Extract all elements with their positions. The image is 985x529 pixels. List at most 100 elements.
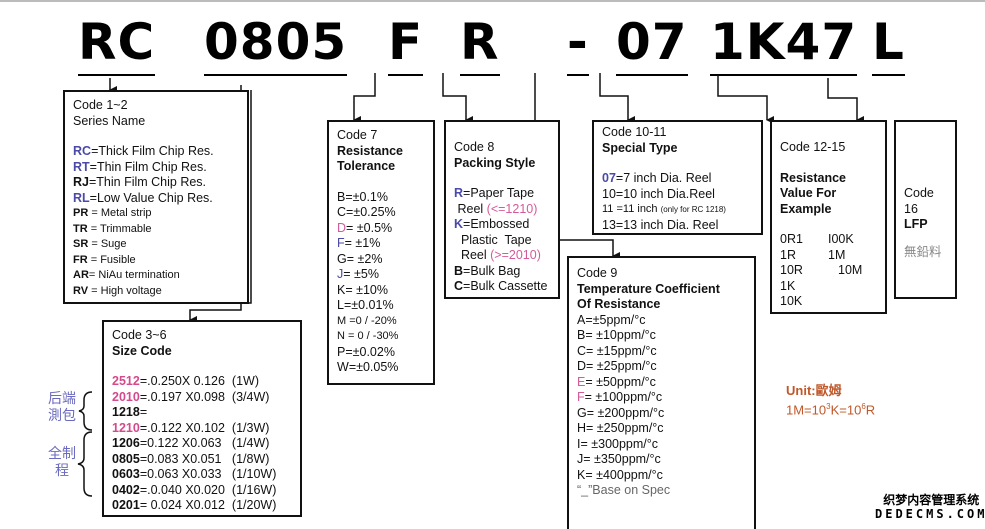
item-code: D [577,359,587,373]
item-code: N [337,330,345,342]
packing-desc: =Bulk Bag [463,263,521,278]
list-item: C= ±15ppm/°c [577,344,746,360]
item-desc: =Low Value Chip Res. [89,190,213,205]
special-desc: 13=13 inch Dia. Reel [602,217,719,232]
resistance-box: Code 12-15 Resistance Value For Example … [770,120,887,314]
resistance-example: 1M [828,247,846,262]
list-item: N = 0 / -30% [337,329,425,345]
list-item: C=±0.25% [337,205,425,221]
list-item: A=±5ppm/°c [577,313,746,329]
tolerance-title: Code 7 [337,128,378,142]
item-code: RV [73,284,89,297]
list-item: E= ±50ppm/°c [577,375,746,391]
list-item: 1210=.0.122 X0.102 (1/3W) [112,421,292,437]
packing-desc: Reel [454,201,487,216]
lfp-box: Code 16 LFP 無鉛料 [894,120,957,299]
code-lfp: L [872,14,905,76]
item-desc: = Fusible [87,253,136,266]
unit-label: Unit:歐姆 [786,383,842,398]
list-item: J= ±5% [337,267,425,283]
item-desc: = ±5% [343,267,379,281]
item-desc: = ±10% [345,282,388,297]
packing-code: B [454,263,464,278]
resistance-example: 10M [838,263,863,277]
unit-formula: 3 [826,402,831,411]
item-desc: =0.122 X0.063 (1/4W) [139,436,270,450]
item-code: G [337,251,347,266]
resistance-example: 10R [780,263,803,277]
item-desc: = ±250ppm/°c [586,421,664,435]
series-subtitle: Series Name [73,113,146,128]
item-code: 1206 [112,436,140,450]
item-code: 2512 [112,374,140,388]
list-item: G= ±2% [337,252,425,268]
special-subtitle: Special Type [602,140,678,155]
list-item: SR = Suge [73,237,239,253]
item-code: 1218 [112,405,140,419]
item-code: F [337,236,345,250]
item-code: B [577,328,586,342]
item-code: 0603 [112,467,140,481]
tcr-subtitle: Temperature Coefficient [577,281,720,296]
list-item: B= ±10ppm/°c [577,328,746,344]
item-desc: = ±100ppm/°c [584,390,663,404]
item-desc: = ±15ppm/°c [586,343,657,358]
lfp-subtitle: LFP [904,217,928,231]
list-item: 0402=.0.040 X0.020 (1/16W) [112,483,292,499]
list-item: 0603=0.063 X0.033 (1/10W) [112,467,292,483]
code-tolerance: F [388,14,424,76]
watermark-text: 织梦内容管理系统 [883,493,980,507]
item-desc: =Thin Film Chip Res. [88,175,207,189]
special-desc: 10=10 inch Dia.Reel [602,186,715,201]
size-title: Code 3~6 [112,328,167,342]
list-item: FR = Fusible [73,253,239,269]
watermark-text: DEDECMS.COM [875,507,985,521]
item-code: RC [73,144,92,158]
item-desc: = NiAu termination [88,269,180,281]
item-code: SR [73,238,89,250]
item-code: W [337,360,349,374]
item-code: K [577,467,586,482]
item-desc: =±5ppm/°c [585,312,646,327]
list-item: D= ±0.5% [337,221,425,237]
item-desc: = Trimmable [87,222,152,235]
item-code: RT [73,159,90,174]
item-code: E [577,374,586,389]
item-desc: = High voltage [88,284,162,297]
item-code: 0402 [112,482,140,497]
lfp-title: Code 16 [904,186,934,216]
item-code: B [337,189,346,204]
special-code: 07 [602,171,616,185]
item-code: C [337,205,347,219]
item-code: J [337,267,344,281]
list-item: PR = Metal strip [73,206,239,222]
item-desc: = ±200ppm/°c [586,405,665,420]
resistance-example: 1K [780,278,796,293]
unit-formula: R [865,402,876,418]
list-item: 2010=.0.197 X0.098 (3/4W) [112,390,292,406]
item-desc: =0 / -20% [346,314,397,327]
item-code: PR [73,207,89,219]
special-title: Code 10-11 [602,125,667,139]
list-item: D= ±25ppm/°c [577,359,746,375]
list-item: AR= NiAu termination [73,268,239,284]
list-item: W=±0.05% [337,360,425,376]
list-item: M =0 / -20% [337,314,425,330]
packing-desc: =Paper Tape [463,186,535,200]
packing-code: R [454,186,464,200]
list-item: RC=Thick Film Chip Res. [73,144,239,160]
list-item: F= ±1% [337,236,425,252]
tcr-subtitle: Of Resistance [577,297,661,311]
resistance-subtitle: Resistance [780,170,847,185]
item-desc: =Thin Film Chip Res. [89,159,207,174]
tolerance-box: Code 7 Resistance Tolerance B=±0.1% C=±0.… [327,120,435,385]
code-resistance: 1K47 [710,14,858,76]
packing-code: K [454,217,464,231]
list-item: RT=Thin Film Chip Res. [73,160,239,176]
list-item: 1218= [112,405,292,421]
packing-code: C [454,279,464,293]
resistance-subtitle: Example [780,201,832,216]
item-code: C [577,343,587,358]
item-desc: =.0.040 X0.020 (1/16W) [139,482,277,497]
